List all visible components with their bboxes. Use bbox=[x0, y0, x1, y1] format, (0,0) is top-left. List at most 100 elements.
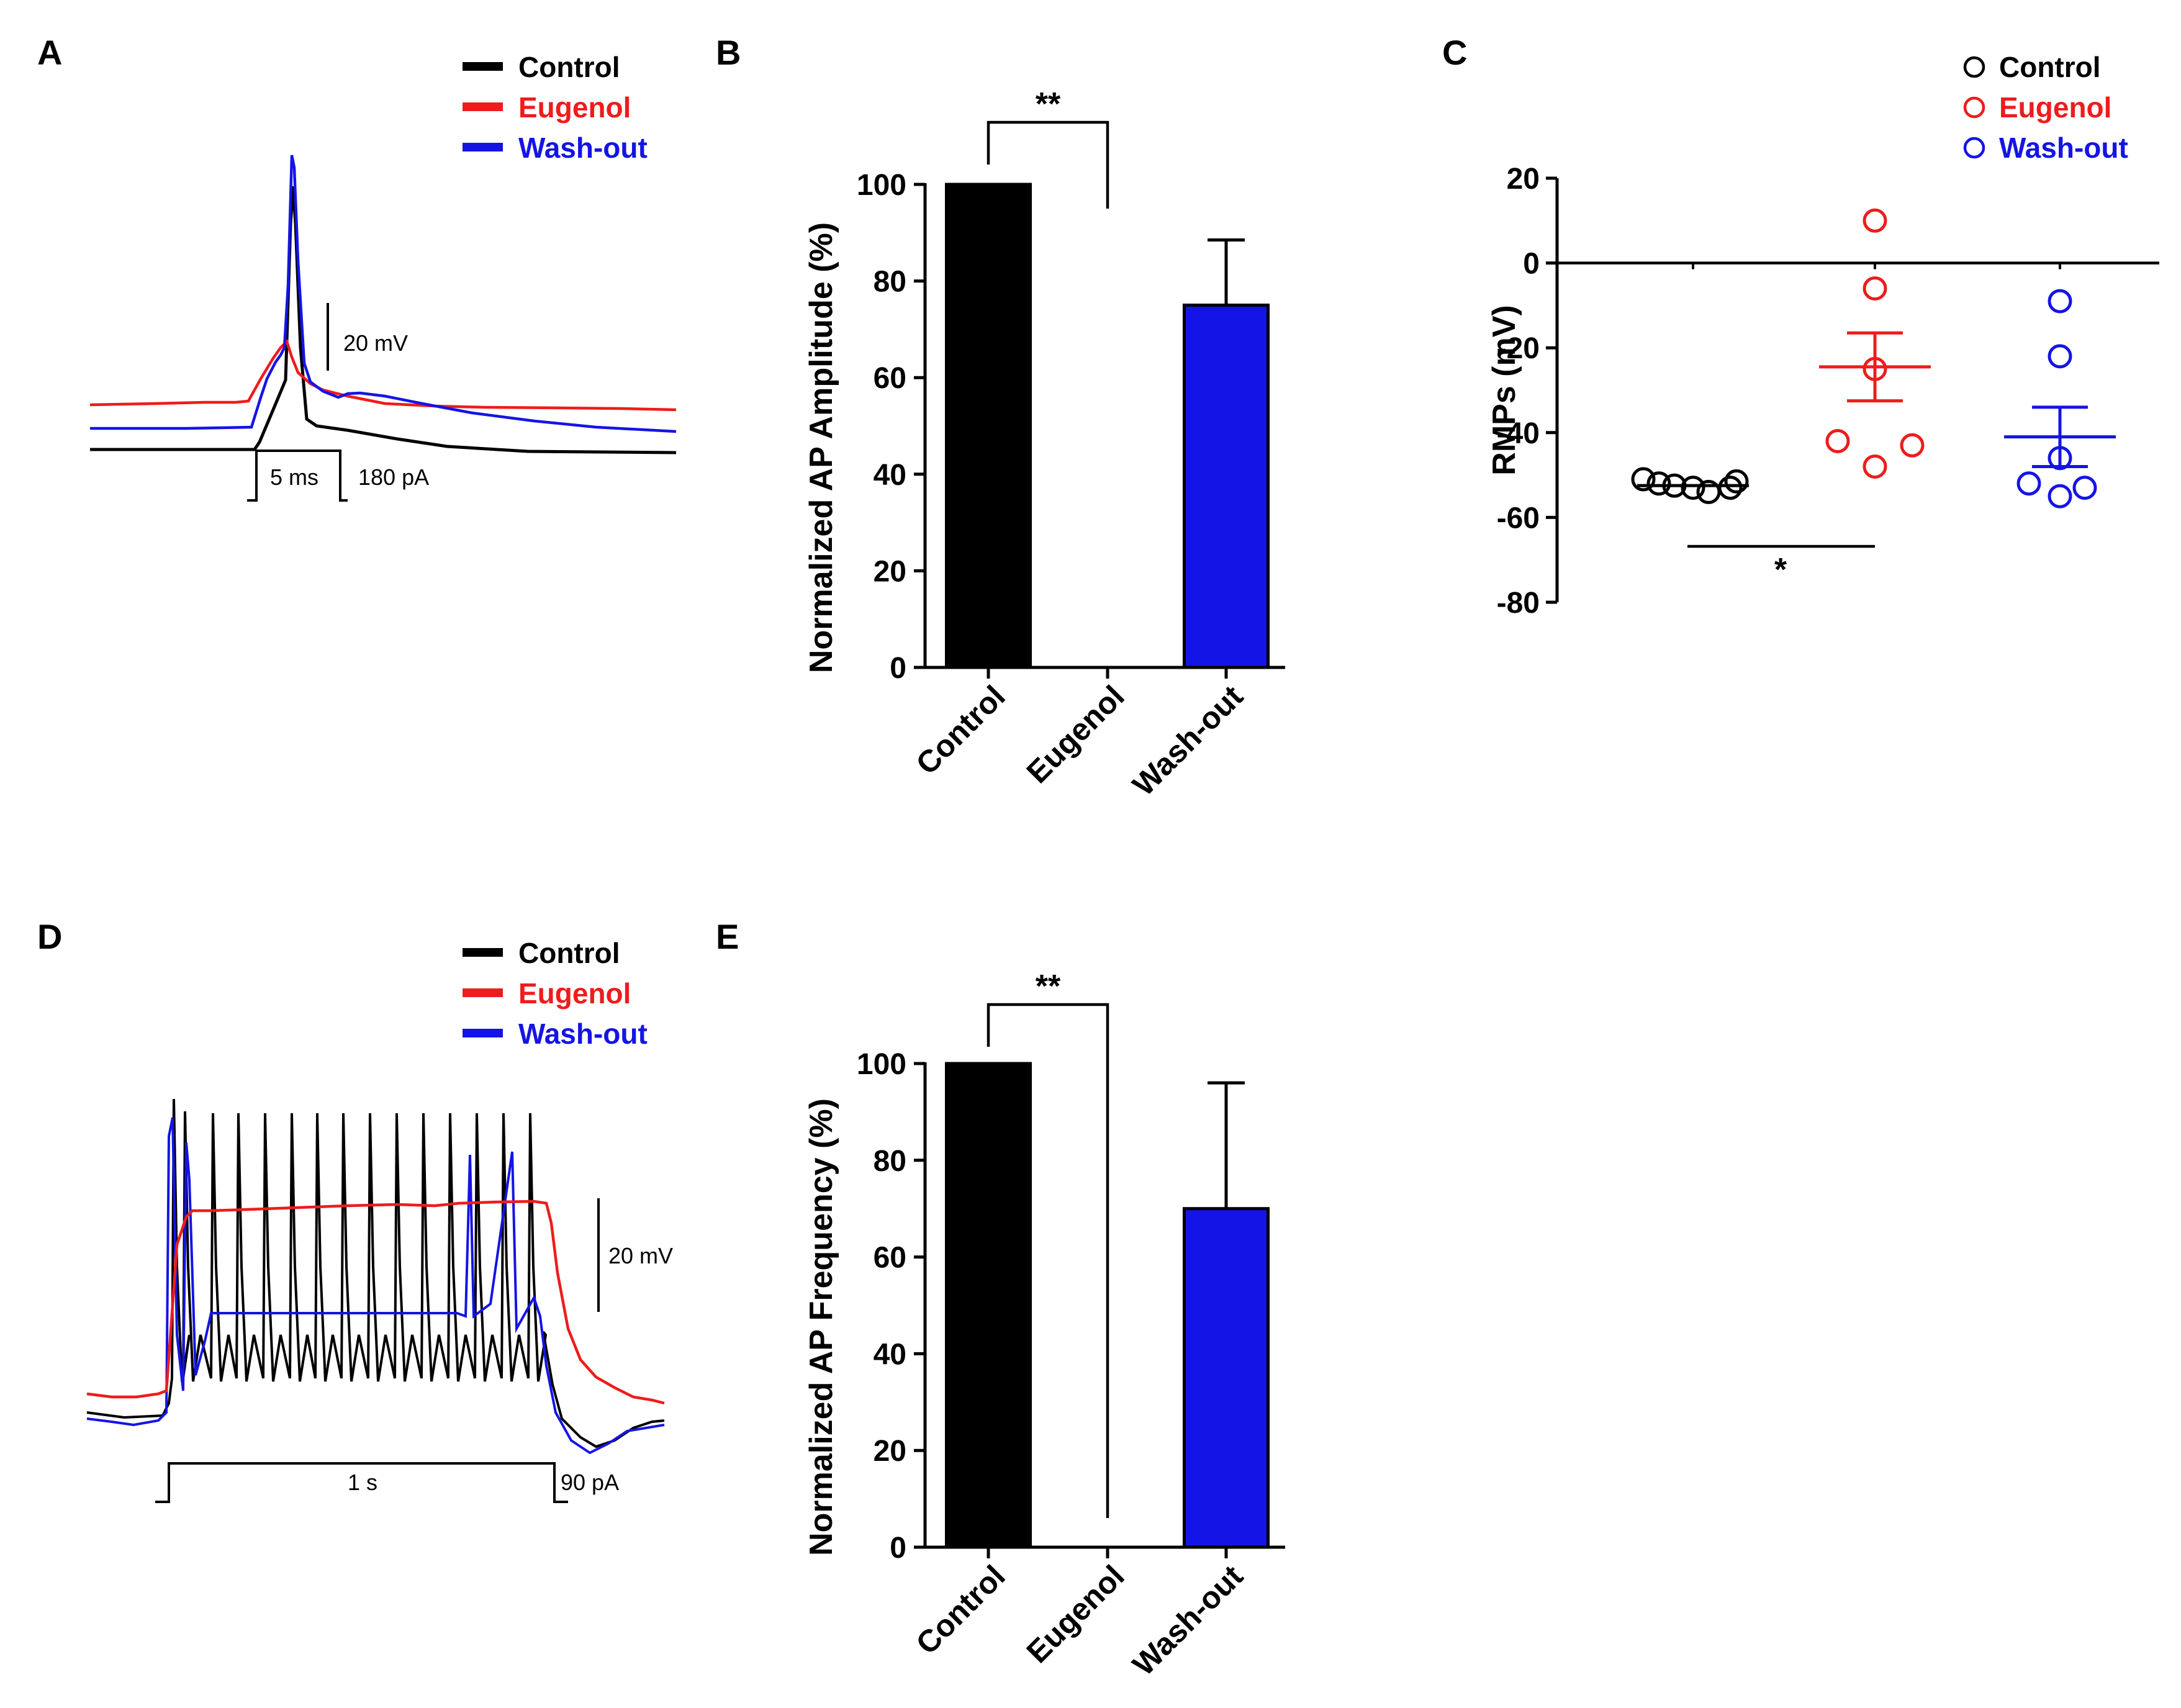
c-point-control bbox=[1631, 467, 1656, 492]
e-y-axis-label: Normalized AP Frequency (%) bbox=[803, 1098, 839, 1556]
legend-label-eugenol: Eugenol bbox=[518, 91, 631, 124]
b-y-tick-label: 40 bbox=[874, 459, 906, 492]
e-y-tick-label: 20 bbox=[874, 1435, 906, 1468]
e-bar-control bbox=[945, 1062, 1032, 1549]
c-significance-label: * bbox=[1774, 552, 1787, 588]
c-point-control bbox=[1724, 469, 1749, 494]
stimulus-a-time-label: 5 ms bbox=[270, 464, 318, 490]
e-y-tick-label: 40 bbox=[874, 1338, 906, 1371]
legend-swatch-washout bbox=[463, 143, 503, 151]
legend-swatch-control bbox=[463, 62, 503, 71]
c-point-wash-out bbox=[2072, 476, 2097, 500]
c-point-wash-out bbox=[2016, 471, 2041, 496]
e-y-tick-label: 80 bbox=[874, 1145, 906, 1178]
legend-label-washout: Wash-out bbox=[518, 132, 648, 164]
scatter-chart-rmp: -80 -60 -40 -20 0 20 RMPs (mV) * bbox=[1486, 163, 2159, 620]
b-y-tick-label: 0 bbox=[890, 652, 906, 685]
panel-b: B 0 20 40 60 80 100 Normalized AP Amplitude (%… bbox=[716, 33, 1285, 803]
c-point-eugenol bbox=[1900, 433, 1925, 458]
c-y-tick-label: 0 bbox=[1523, 248, 1540, 281]
c-point-eugenol bbox=[1825, 428, 1850, 453]
panel-letter-e: E bbox=[716, 917, 739, 956]
legend-d-swatch-control bbox=[463, 948, 503, 957]
c-point-control bbox=[1646, 471, 1671, 496]
panel-d: D Control Eugenol Wash-out 20 mV 1 s 90 … bbox=[37, 917, 673, 1503]
c-y-tick-label: -20 bbox=[1497, 332, 1540, 365]
b-significance-bracket bbox=[987, 120, 1109, 209]
b-x-tick-label: Wash-out bbox=[1126, 679, 1250, 803]
legend-marker-washout bbox=[1963, 137, 1985, 159]
e-x-tick-label: Eugenol bbox=[1020, 1558, 1131, 1670]
b-y-tick-label: 20 bbox=[874, 555, 906, 588]
legend-swatch-eugenol bbox=[463, 102, 503, 111]
scalebar-a-voltage-label: 20 mV bbox=[343, 330, 408, 356]
b-significance-label: ** bbox=[1036, 86, 1061, 122]
e-significance-label: ** bbox=[1036, 969, 1061, 1005]
legend-d-swatch-washout bbox=[463, 1029, 503, 1037]
c-point-eugenol bbox=[1863, 276, 1887, 301]
legend-d-swatch-eugenol bbox=[463, 988, 503, 997]
trace-a-eugenol bbox=[89, 338, 677, 412]
panel-c: C Control Eugenol Wash-out -80 -60 -40 -20 0… bbox=[1442, 33, 2159, 620]
e-y-tick-label: 100 bbox=[857, 1048, 906, 1081]
b-y-tick-label: 80 bbox=[874, 266, 906, 299]
panel-e: E 0 20 40 60 80 100 Normalized AP Frequency (%… bbox=[716, 917, 1285, 1683]
b-y-tick-label: 60 bbox=[874, 362, 906, 395]
b-bar-control bbox=[945, 183, 1032, 669]
panel-letter-b: B bbox=[716, 33, 741, 72]
legend-d-label-washout: Wash-out bbox=[518, 1018, 648, 1050]
c-y-axis-label: RMPs (mV) bbox=[1486, 305, 1522, 475]
b-bar-wash-out bbox=[1183, 304, 1270, 669]
c-y-tick-label: 20 bbox=[1507, 163, 1540, 196]
c-point-wash-out bbox=[2048, 344, 2072, 369]
stimulus-d-current-label: 90 pA bbox=[561, 1470, 619, 1495]
e-x-tick-label: Wash-out bbox=[1126, 1558, 1250, 1683]
legend-label-control: Control bbox=[518, 51, 620, 83]
stimulus-a bbox=[247, 450, 348, 502]
b-y-tick-label: 100 bbox=[857, 169, 906, 202]
c-y-tick-label: -40 bbox=[1497, 417, 1540, 450]
panel-a: A Control Eugenol Wash-out 20 mV 5 ms 18… bbox=[37, 33, 677, 502]
e-bar-wash-out bbox=[1183, 1207, 1270, 1549]
legend-c-label-eugenol: Eugenol bbox=[1999, 91, 2111, 124]
c-point-control bbox=[1718, 476, 1743, 500]
legend-marker-eugenol bbox=[1963, 96, 1985, 119]
bar-chart-amplitude: 0 20 40 60 80 100 Normalized AP Amplitude (%) C… bbox=[803, 86, 1285, 803]
stimulus-d bbox=[155, 1462, 568, 1503]
stimulus-d-time-label: 1 s bbox=[348, 1470, 377, 1495]
panel-letter-d: D bbox=[37, 917, 62, 956]
panel-letter-a: A bbox=[37, 33, 62, 72]
stimulus-a-current-label: 180 pA bbox=[358, 464, 429, 490]
bar-chart-frequency: 0 20 40 60 80 100 Normalized AP Frequency (%) C… bbox=[803, 969, 1285, 1683]
legend-a: Control Eugenol Wash-out bbox=[463, 51, 648, 164]
legend-c-label-washout: Wash-out bbox=[1999, 132, 2128, 164]
c-point-wash-out bbox=[2048, 289, 2072, 314]
c-point-eugenol bbox=[1863, 208, 1887, 233]
trace-a-control bbox=[90, 186, 677, 454]
c-point-eugenol bbox=[1863, 454, 1887, 479]
e-significance-bracket bbox=[987, 1003, 1109, 1518]
scalebar-d-voltage-label: 20 mV bbox=[608, 1243, 673, 1268]
c-y-tick-label: -80 bbox=[1497, 587, 1540, 620]
e-y-tick-label: 0 bbox=[890, 1532, 906, 1565]
legend-d-label-control: Control bbox=[518, 937, 620, 969]
c-point-control bbox=[1681, 476, 1705, 500]
b-y-axis-label: Normalized AP Amplitude (%) bbox=[803, 222, 839, 673]
legend-d-label-eugenol: Eugenol bbox=[518, 977, 631, 1010]
c-y-tick-label: -60 bbox=[1497, 502, 1540, 535]
trace-d-control bbox=[86, 1098, 665, 1448]
trace-d-eugenol bbox=[86, 1200, 665, 1405]
legend-c-label-control: Control bbox=[1999, 51, 2101, 83]
legend-d: Control Eugenol Wash-out bbox=[463, 937, 648, 1050]
e-x-tick-label: Control bbox=[910, 1558, 1012, 1661]
b-x-tick-label: Control bbox=[910, 679, 1012, 781]
trace-d-washout bbox=[86, 1117, 665, 1455]
legend-c: Control Eugenol Wash-out bbox=[1963, 51, 2128, 164]
trace-a-washout bbox=[90, 155, 677, 433]
panel-letter-c: C bbox=[1442, 33, 1467, 72]
e-y-tick-label: 60 bbox=[874, 1242, 906, 1275]
legend-marker-control bbox=[1963, 56, 1985, 78]
c-point-wash-out bbox=[2048, 484, 2072, 508]
b-x-tick-label: Eugenol bbox=[1020, 679, 1131, 790]
